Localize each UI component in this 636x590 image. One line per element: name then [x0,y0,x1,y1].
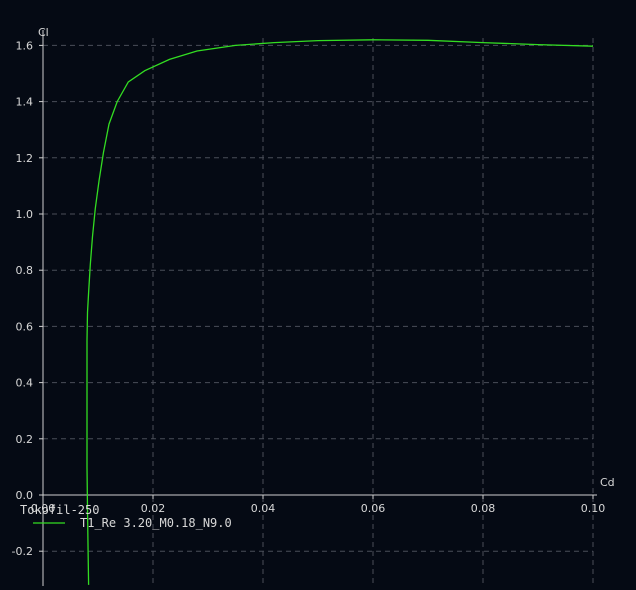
grid [43,38,594,586]
y-axis-label: Cl [38,26,49,39]
legend-entry: T1_Re 3.20_M0.18_N9.0 [80,516,232,530]
x-tick-label: 0.10 [581,502,606,515]
tick-labels: 0.00 0.02 0.04 0.06 0.08 0.10 -0.2 0.0 0.2 0.4 0.6… [12,39,606,558]
axes [39,30,597,586]
x-tick-label: 0.06 [361,502,386,515]
x-tick-label: 0.04 [251,502,276,515]
y-tick-label: 0.6 [16,320,34,333]
x-tick-label: 0.00 [31,502,56,515]
y-tick-label: -0.2 [12,545,33,558]
y-tick-label: 0.4 [16,377,34,390]
legend-title: Tokofil-250 [20,503,99,517]
y-tick-label: 0.8 [16,264,34,277]
x-axis-label: Cd [600,476,615,489]
x-tick-label: 0.02 [141,502,166,515]
y-tick-label: 0.0 [16,489,34,502]
legend: Tokofil-250 T1_Re 3.20_M0.18_N9.0 [20,503,232,530]
y-tick-label: 1.0 [16,208,34,221]
y-tick-label: 1.2 [16,152,34,165]
y-tick-label: 1.6 [16,39,34,52]
x-tick-label: 0.08 [471,502,496,515]
series [86,39,594,585]
series-line [86,39,594,585]
y-tick-label: 0.2 [16,433,34,446]
y-tick-label: 1.4 [16,96,34,109]
